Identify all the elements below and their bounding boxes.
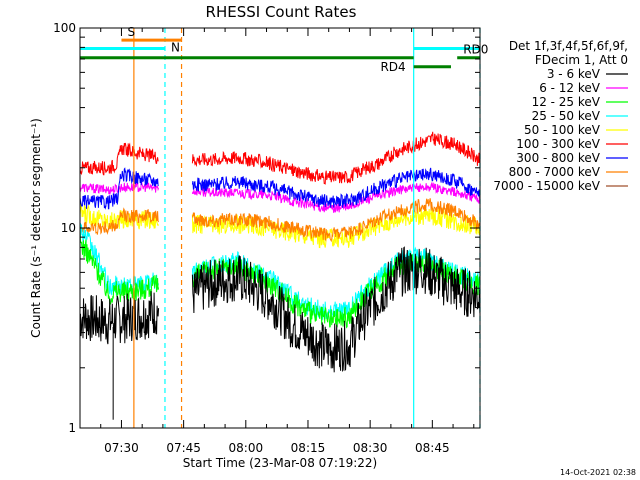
- legend: Det 1f,3f,4f,5f,6f,9f,FDecim 1, Att 03 -…: [493, 39, 628, 193]
- legend-label-6: 300 - 800 keV: [516, 151, 600, 165]
- chart-title: RHESSI Count Rates: [206, 3, 357, 21]
- x-tick-label-1: 07:45: [166, 441, 201, 455]
- x-tick-label-5: 08:45: [415, 441, 450, 455]
- y-axis-label: Count Rate (s⁻¹ detector segment⁻¹): [29, 118, 43, 338]
- series-line-1: [79, 181, 481, 213]
- state-bar-label-4: RD4: [380, 60, 405, 74]
- x-axis: 07:30 07:45 08:00 08:15 08:30 08:45: [100, 28, 475, 455]
- x-tick-label-3: 08:15: [291, 441, 326, 455]
- legend-header-1: FDecim 1, Att 0: [535, 53, 628, 67]
- legend-label-0: 3 - 6 keV: [547, 67, 601, 81]
- state-bar-label-0: S: [127, 25, 135, 39]
- legend-label-2: 12 - 25 keV: [532, 95, 601, 109]
- y-tick-label-0: 1: [68, 421, 76, 435]
- state-bar-label-5: RD0: [463, 43, 488, 57]
- legend-label-5: 100 - 300 keV: [516, 137, 600, 151]
- y-axis: 1 10 100: [53, 21, 480, 435]
- timestamp-label: 14-Oct-2021 02:38: [560, 468, 636, 477]
- y-tick-label-2: 100: [53, 21, 76, 35]
- series-line-7: [79, 198, 481, 243]
- x-tick-label-2: 08:00: [229, 441, 264, 455]
- state-bar-label-1: N: [171, 40, 180, 54]
- legend-label-8: 7000 - 15000 keV: [493, 179, 600, 193]
- x-tick-label-4: 08:30: [353, 441, 388, 455]
- series-group: [79, 131, 481, 420]
- series-line-5: [79, 131, 481, 185]
- legend-header-0: Det 1f,3f,4f,5f,6f,9f,: [509, 39, 628, 53]
- legend-label-1: 6 - 12 keV: [539, 81, 601, 95]
- x-tick-label-0: 07:30: [104, 441, 139, 455]
- x-axis-label: Start Time (23-Mar-08 07:19:22): [183, 456, 377, 470]
- legend-label-4: 50 - 100 keV: [524, 123, 601, 137]
- legend-label-3: 25 - 50 keV: [532, 109, 601, 123]
- series-line-0: [79, 246, 481, 373]
- legend-label-7: 800 - 7000 keV: [509, 165, 601, 179]
- series-line-6: [79, 167, 481, 210]
- y-tick-label-1: 10: [61, 221, 76, 235]
- state-bars: S N RD4 RD0: [80, 25, 488, 74]
